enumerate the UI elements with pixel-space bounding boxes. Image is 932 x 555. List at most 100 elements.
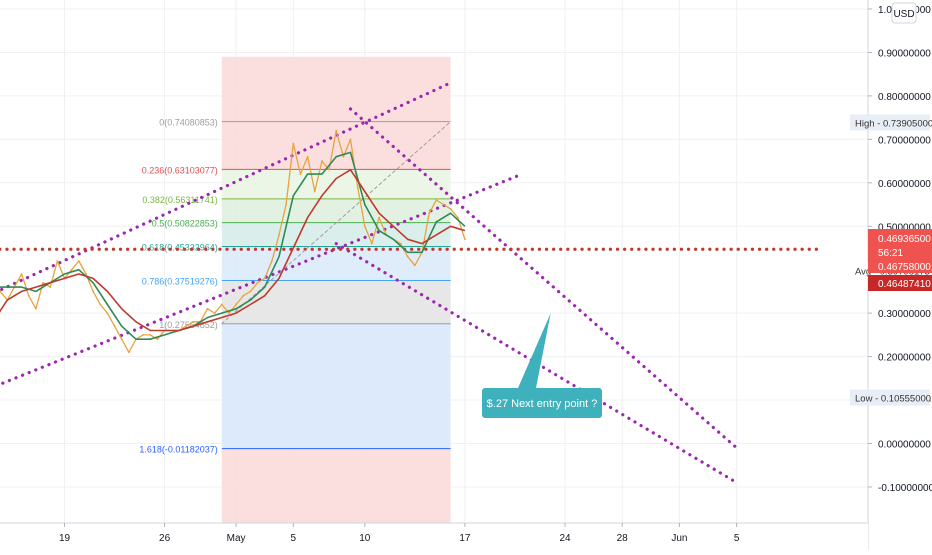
price-point [313,190,316,193]
fib-zone-upper [221,56,451,122]
price-tick-label: 0.50000000 [878,222,931,233]
price-point [406,255,409,258]
price-point [185,325,187,328]
price-point [249,290,252,293]
current-price-text: 56:21 [878,248,903,259]
fib-level-label: 0.786(0.37519276) [142,276,218,286]
price-point [263,277,266,280]
time-axis-background [0,523,868,550]
price-point [378,216,380,219]
price-tick-label: 0.80000000 [878,92,931,103]
current-price-text: 0.46936500 [878,234,931,245]
price-point [321,160,323,162]
price-tick-label: 0.20000000 [878,353,931,364]
badge-high-text: High - 0.73905000 [855,118,932,129]
price-point [20,273,23,275]
price-point [99,303,102,306]
price-point [42,281,44,284]
badge-low [850,389,930,406]
price-point [456,216,459,219]
badge-high [850,114,930,131]
time-axis[interactable]: 19 26 May 5 10 17 24 28 Jun 5 [0,522,868,550]
price-point [349,138,352,141]
price-point [127,351,130,354]
trendline[interactable] [221,121,452,325]
annotation-pointer [518,313,551,388]
fib-zone [221,169,451,199]
price-point [371,242,373,245]
price-point [428,212,431,215]
time-tick-label: 28 [617,533,629,544]
trendline[interactable] [0,81,453,313]
price-point [363,225,366,228]
fib-zone [221,280,451,324]
price-point [278,234,280,236]
price-point [399,242,402,245]
price-point [85,273,87,275]
price-point [142,333,145,336]
fib-zone [221,121,451,170]
current-price-marker-text: 0.46487410 [878,279,931,290]
price-point [56,260,59,262]
price-point [299,173,302,176]
price-tick-label: 0.00000000 [878,440,931,451]
price-tick-label: 0.90000000 [878,48,931,59]
currency-label: USD [893,9,914,20]
annotation-box[interactable] [482,388,602,418]
price-tick-label: -0.10000000 [878,483,932,494]
price-point [235,303,238,306]
price-point [464,238,466,241]
price-tick-label: 0.60000000 [878,179,931,190]
price-point [335,129,338,132]
fib-zone [221,198,451,223]
price-point [113,325,116,328]
price-point [206,307,209,310]
price-point [256,281,259,284]
price-point [0,290,2,293]
fib-zone-lower [221,448,451,523]
annotation[interactable]: $.27 Next entry point ? [482,313,602,418]
price-tick-label: 0.30000000 [878,309,931,320]
price-point [156,338,159,341]
trendline[interactable] [348,107,739,450]
fib-zone [221,222,451,247]
price-point [242,294,245,297]
series-moving-average-fast [0,151,466,340]
fib-level-label: 1.618(-0.01182037) [139,445,217,455]
time-tick-label: 5 [734,533,740,544]
badge-low-text: Low - 0.10555000 [855,394,931,405]
series-moving-average-slow [0,169,466,332]
currency-button[interactable]: USD [891,2,917,24]
current-price-text: 0.46758000 [878,262,931,273]
price-point [213,312,216,315]
price-point [413,264,416,267]
price-point [220,303,223,306]
time-tick-label: 17 [459,533,471,544]
price-point [228,312,230,315]
current-price-badge [868,229,932,273]
price-point [149,333,152,336]
price-point [285,203,288,206]
time-tick-label: May [227,533,246,544]
price-point [306,155,309,158]
price-point [356,186,359,189]
time-tick-label: 5 [291,533,297,544]
price-point [120,338,123,341]
price-point [77,260,80,262]
time-tick-label: 26 [159,533,171,544]
fib-level-label: 0.382(0.56311741) [142,195,217,205]
price-point [70,268,73,271]
fib-level-label: 0(0.74080853) [159,118,218,128]
price-series [0,129,466,354]
price-point [292,142,295,145]
price-point [35,307,37,310]
price-point [27,294,30,297]
price-point [106,312,109,315]
price-point [449,207,452,210]
annotation-text: $.27 Next entry point ? [487,398,598,410]
price-point [435,199,438,202]
fibonacci-retracement[interactable]: 0(0.74080853) 0.236(0.63103077) 0.382(0.56… [139,56,451,523]
